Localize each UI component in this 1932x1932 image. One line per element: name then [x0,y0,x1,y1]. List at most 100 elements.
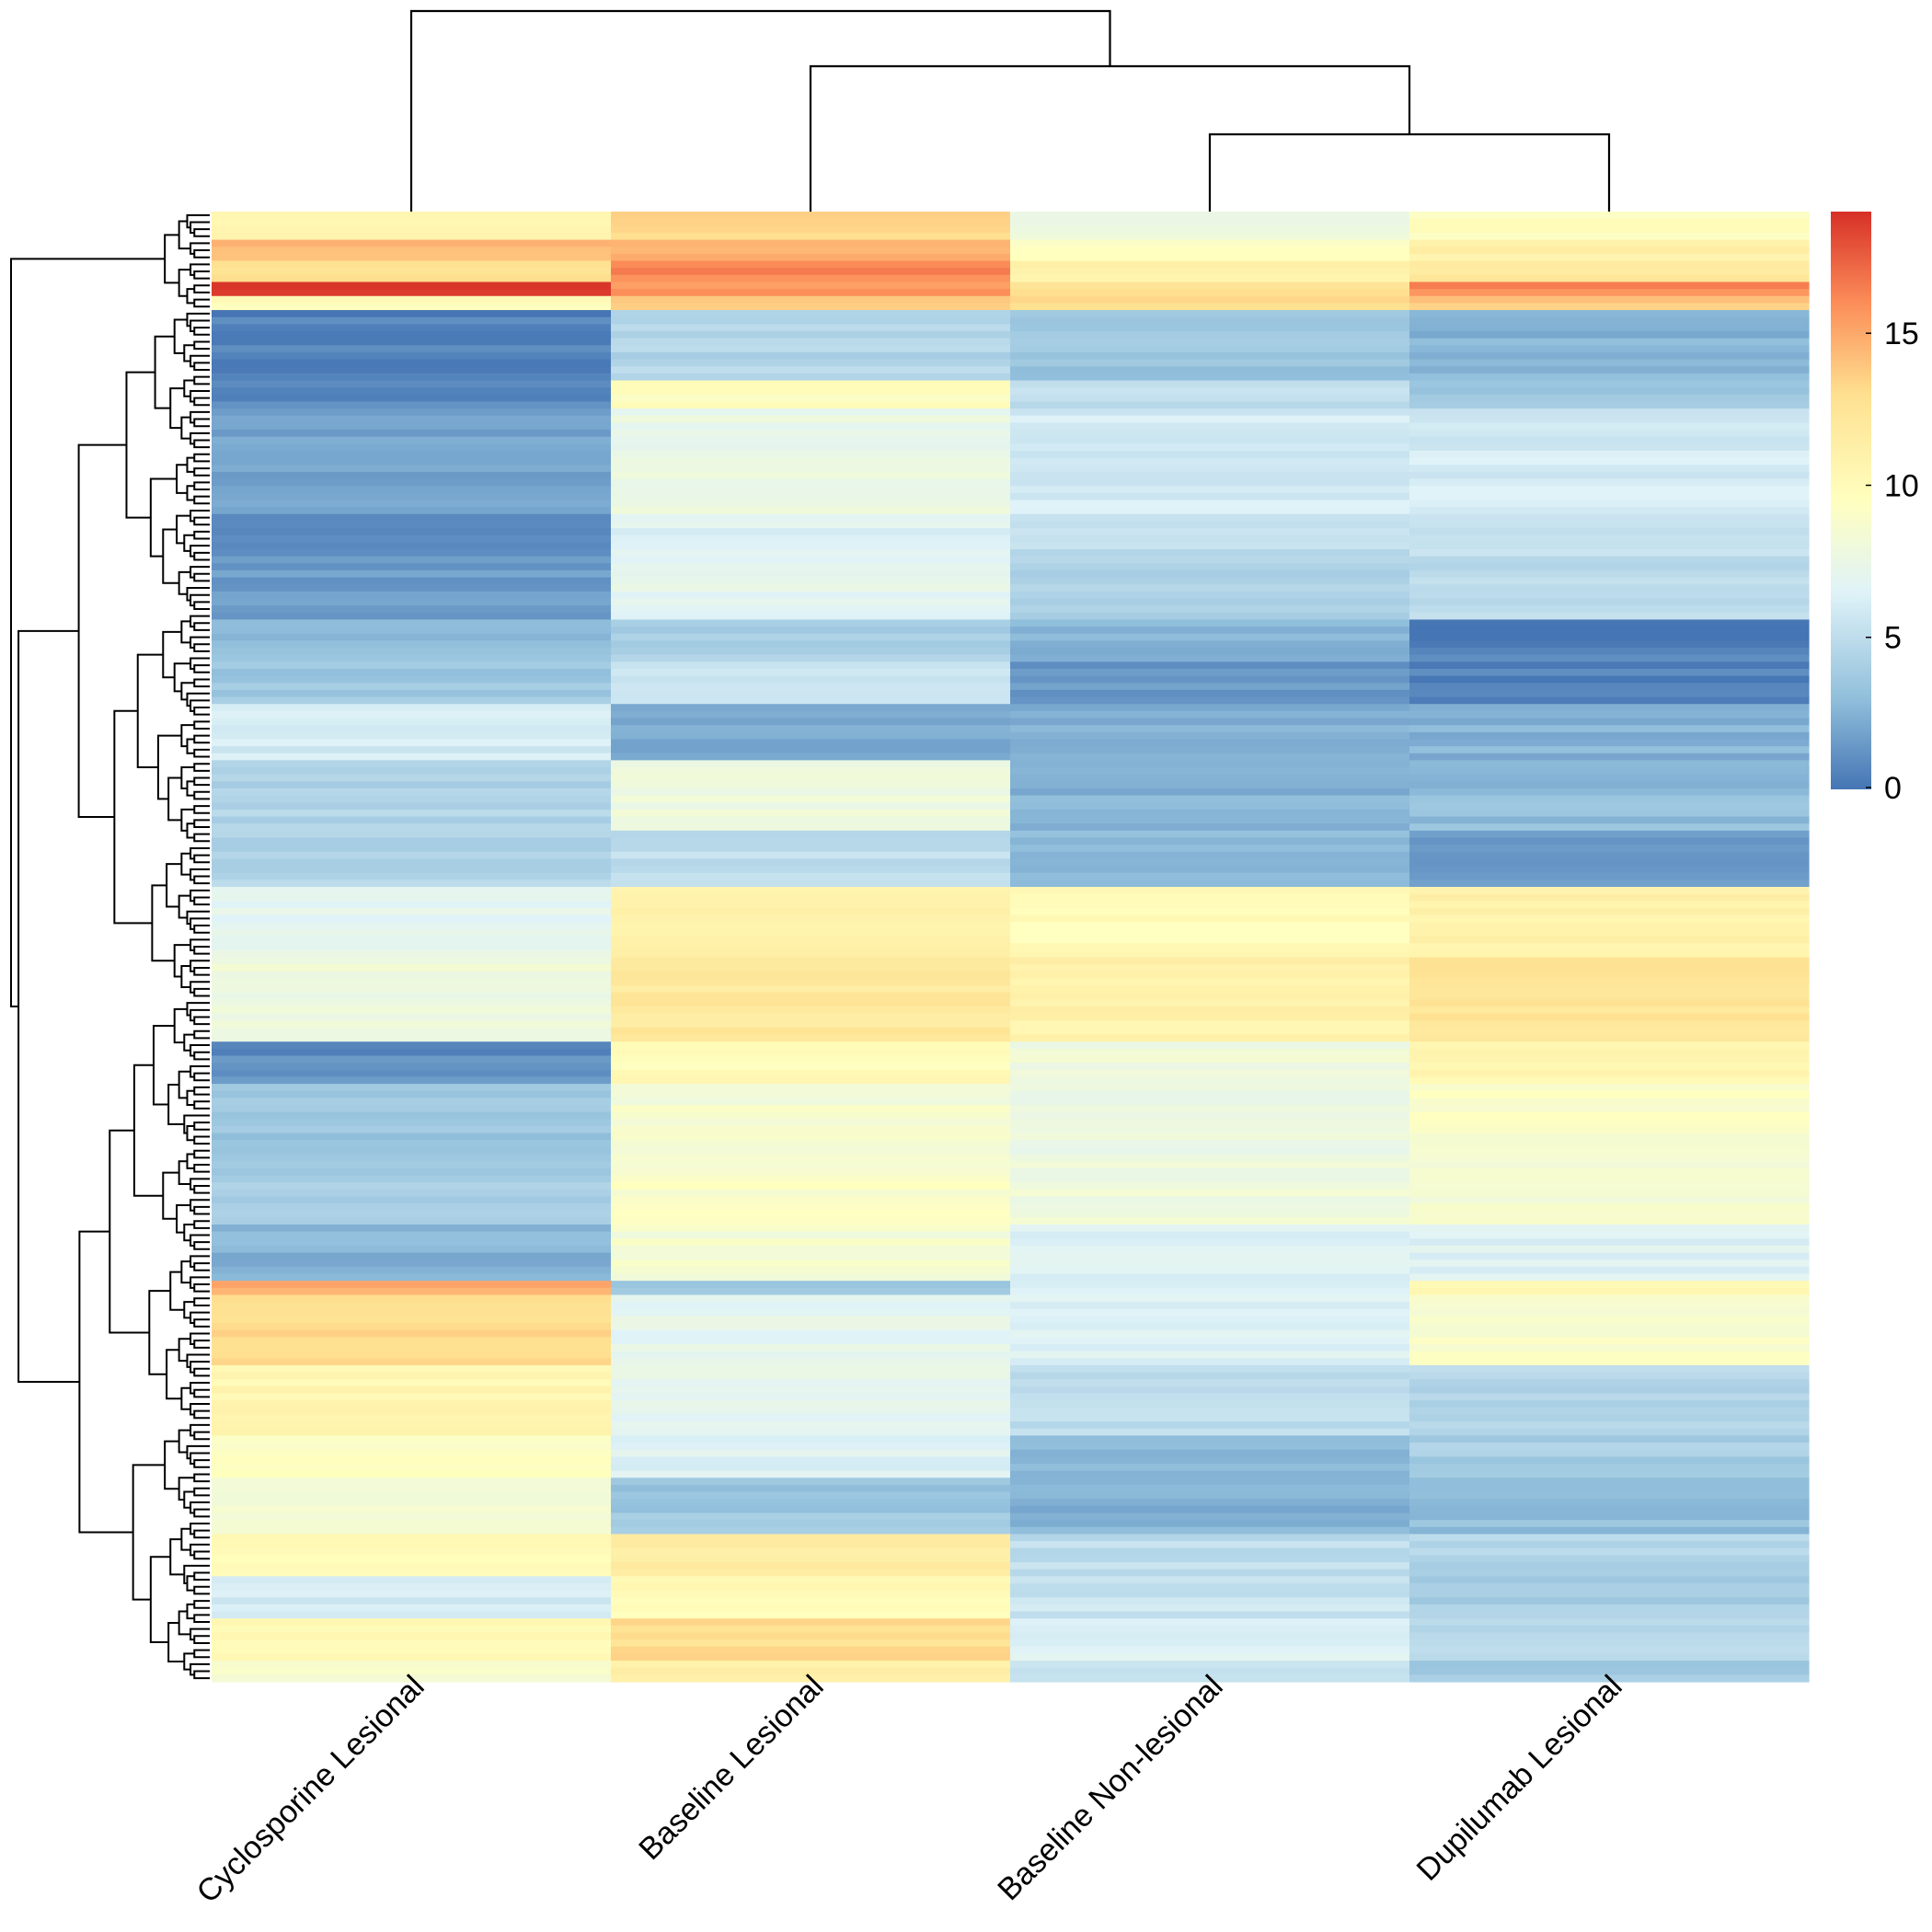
heatmap-cell [1010,627,1410,635]
heatmap-cell [1409,218,1810,226]
dendrogram-branch [186,1002,210,1017]
heatmap-cell [611,901,1011,909]
heatmap-cell [1010,1400,1410,1409]
dendrogram-branch [186,780,195,797]
dendrogram-branch [186,1153,195,1169]
heatmap-cell [611,1119,1011,1127]
heatmap-cell [212,1505,612,1514]
heatmap-cell [212,1667,612,1675]
heatmap-cell [611,978,1011,986]
heatmap-cell [212,1252,612,1260]
dendrogram-branch [193,249,210,259]
heatmap-cell [1010,1526,1410,1535]
heatmap-cell [1409,1161,1810,1169]
dendrogram-branch [193,776,210,787]
heatmap-cell [1409,1140,1810,1148]
heatmap-cell [1010,971,1410,980]
heatmap-cell [611,1140,1011,1148]
dendrogram-branch [183,1033,195,1052]
heatmap-cell [1409,1027,1810,1036]
heatmap-cell [611,591,1011,600]
heatmap-cell [212,239,612,247]
heatmap-cell [212,1034,612,1042]
heatmap-cell [212,1520,612,1528]
heatmap-cell [1409,1393,1810,1401]
heatmap-cell [1409,535,1810,543]
heatmap-cell [611,1407,1011,1416]
dendrogram-branch [190,1276,210,1289]
heatmap-cell [611,436,1011,444]
heatmap-cell [611,654,1011,662]
heatmap-cell [1409,500,1810,508]
dendrogram-branch [186,1444,210,1460]
heatmap-cell [611,443,1011,452]
heatmap-cell [1010,387,1410,396]
dendrogram-branch [178,1429,191,1454]
heatmap-cell [611,605,1011,614]
heatmap-cell [611,212,1011,220]
heatmap-cell [1409,1041,1810,1050]
dendrogram-branch [162,1171,179,1220]
heatmap-cell [611,1358,1011,1366]
heatmap-cell [611,1161,1011,1169]
heatmap-cell [1409,471,1810,480]
dendrogram-branch [190,389,210,403]
heatmap-cell [212,380,612,388]
dendrogram-branch [193,1340,210,1349]
heatmap-cell [1409,289,1810,297]
dendrogram-branch [190,917,210,930]
heatmap-cell [212,289,612,297]
heatmap-cell [611,704,1011,712]
heatmap-cell [611,380,1011,388]
heatmap-cell [611,1491,1011,1500]
column-dendrogram [409,9,1611,212]
heatmap-cell [611,1386,1011,1395]
heatmap-cell [1409,1463,1810,1472]
heatmap-cell [1409,872,1810,880]
heatmap-cell [611,1562,1011,1570]
heatmap-cell [1409,351,1810,361]
heatmap-cell [1409,212,1810,220]
heatmap-cell [1010,598,1410,606]
heatmap-cell [1409,345,1810,353]
dendrogram-branch [190,1234,210,1247]
heatmap-cell [212,1161,612,1169]
heatmap-cell [1409,1618,1810,1627]
heatmap-cell [611,282,1011,290]
heatmap-cell [212,1400,612,1409]
heatmap-cell [1409,696,1810,705]
heatmap-cell [611,830,1011,839]
heatmap-cell [1010,303,1410,311]
heatmap-cell [611,247,1011,255]
heatmap-cell [611,648,1011,656]
heatmap-cell [1409,387,1810,396]
heatmap-cell [611,1569,1011,1577]
heatmap-cell [212,1351,612,1359]
heatmap-cell [1409,225,1810,234]
heatmap-cell [611,542,1011,550]
heatmap-cell [1010,1225,1410,1233]
heatmap-cell [611,675,1011,684]
dendrogram-branch [190,242,210,255]
heatmap-cell [1409,507,1810,515]
dendrogram-branch [190,1543,210,1557]
heatmap-cell [611,1294,1011,1303]
heatmap-cell [1409,1499,1810,1507]
heatmap-cell [1010,1505,1410,1514]
heatmap-cell [1409,1302,1810,1310]
heatmap-cell [611,430,1011,438]
heatmap-cell [212,1084,612,1092]
heatmap-cell [212,710,612,719]
heatmap-cell [1010,1576,1410,1584]
heatmap-cell [1409,922,1810,930]
heatmap-cell [1010,957,1410,965]
heatmap-cell [212,661,612,670]
heatmap-cell [212,1154,612,1162]
heatmap-cell [212,330,612,339]
dendrogram-branch [193,734,210,744]
dendrogram-branch [193,270,210,280]
heatmap-cell [1010,928,1410,937]
heatmap-cell [1409,1443,1810,1451]
heatmap-cell [212,704,612,712]
heatmap-cell [1409,809,1810,818]
